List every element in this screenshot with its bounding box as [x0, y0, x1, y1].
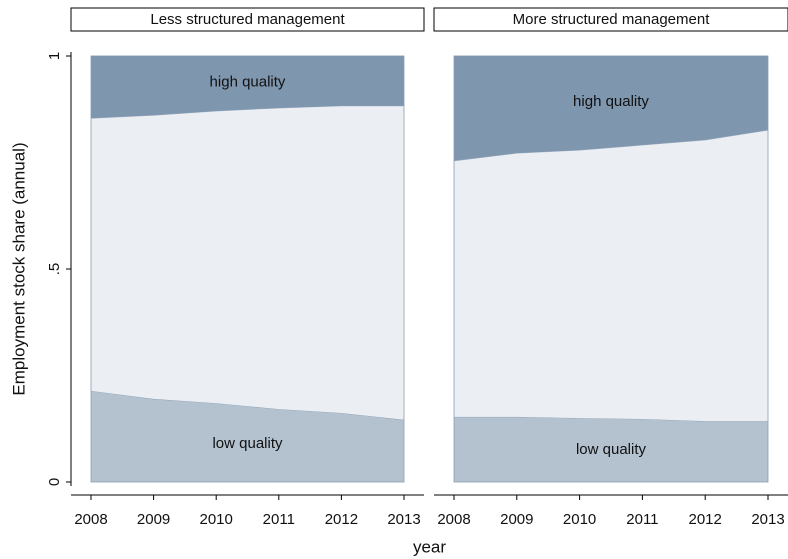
x-tick-label: 2012	[325, 511, 358, 528]
area-label: high quality	[210, 74, 286, 91]
x-tick-label: 2009	[500, 511, 533, 528]
x-tick-label: 2009	[137, 511, 170, 528]
x-tick-label: 2013	[387, 511, 420, 528]
y-axis-label: Employment stock share (annual)	[9, 142, 28, 395]
area	[454, 130, 768, 422]
area	[91, 105, 404, 420]
area	[91, 56, 404, 119]
y-tick-label: 1	[46, 52, 63, 60]
panel-header	[433, 7, 788, 32]
plot-frame	[90, 55, 405, 483]
panel-header	[70, 7, 425, 32]
x-tick-label: 2011	[626, 511, 658, 528]
area	[454, 416, 768, 482]
panel-title: More structured management	[513, 11, 711, 28]
x-tick-label: 2008	[74, 511, 107, 528]
panel-title: Less structured management	[150, 11, 345, 28]
area	[454, 56, 768, 161]
x-tick-label: 2010	[563, 511, 596, 528]
x-tick-label: 2012	[689, 511, 722, 528]
x-tick-label: 2013	[751, 511, 784, 528]
x-tick-label: 2010	[200, 511, 233, 528]
y-tick-label: .5	[46, 263, 63, 276]
area-label: low quality	[576, 441, 647, 458]
plot-frame	[453, 55, 769, 483]
x-axis-label: year	[413, 537, 446, 556]
area-label: high quality	[573, 93, 649, 110]
y-tick-label: 0	[46, 478, 63, 486]
area-label: low quality	[212, 435, 283, 452]
x-tick-label: 2008	[437, 511, 470, 528]
x-tick-label: 2011	[263, 511, 295, 528]
area	[91, 390, 404, 482]
